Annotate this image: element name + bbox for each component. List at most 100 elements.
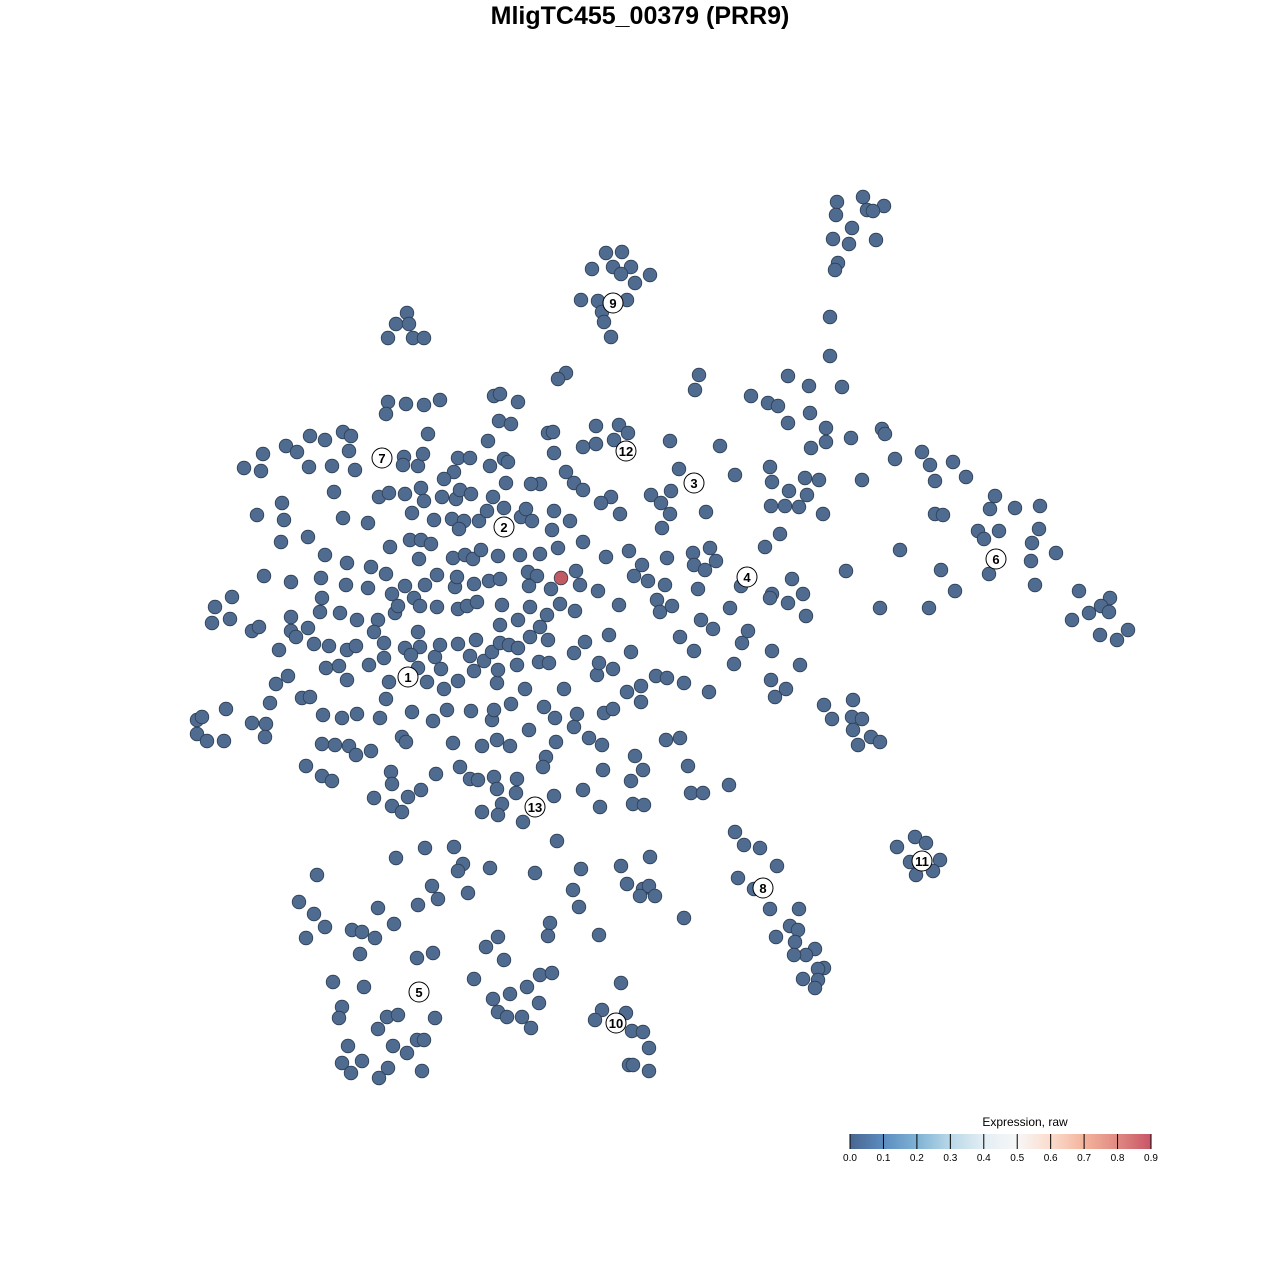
data-point [522, 629, 538, 645]
colorbar-tick-label: 0.0 [843, 1153, 857, 1164]
data-point [463, 486, 479, 502]
data-point [548, 734, 564, 750]
data-point [991, 523, 1007, 539]
data-point [478, 939, 494, 955]
cluster-label-8: 8 [752, 877, 774, 899]
data-point [380, 1060, 396, 1076]
cluster-label-4: 4 [736, 566, 758, 588]
data-point [620, 425, 636, 441]
data-point [517, 681, 533, 697]
data-point [450, 863, 466, 879]
data-point [659, 670, 675, 686]
data-point [575, 782, 591, 798]
data-point [545, 424, 561, 440]
cluster-label-text: 1 [404, 670, 411, 685]
data-point [479, 503, 495, 519]
cluster-label-13: 13 [524, 796, 546, 818]
data-point [664, 598, 680, 614]
data-point [945, 454, 961, 470]
data-point [784, 571, 800, 587]
data-point [573, 292, 589, 308]
data-point [611, 597, 627, 613]
data-point [300, 620, 316, 636]
data-point [492, 617, 508, 633]
data-point [828, 207, 844, 223]
data-point [976, 531, 992, 547]
data-point [701, 684, 717, 700]
data-point [643, 487, 659, 503]
data-point [541, 655, 557, 671]
data-point [352, 946, 368, 962]
data-point [640, 573, 656, 589]
data-point [371, 1070, 387, 1086]
data-point [567, 603, 583, 619]
data-point [395, 457, 411, 473]
data-point [510, 394, 526, 410]
data-point [499, 1009, 515, 1025]
data-point [623, 259, 639, 275]
data-point [850, 737, 866, 753]
data-point [642, 849, 658, 865]
data-point [887, 451, 903, 467]
chart-title: MligTC455_00379 (PRR9) [490, 2, 790, 30]
data-point [698, 504, 714, 520]
data-point [349, 612, 365, 628]
data-point [283, 609, 299, 625]
data-point [573, 861, 589, 877]
data-point [726, 656, 742, 672]
data-point [566, 645, 582, 661]
data-point [372, 710, 388, 726]
cluster-label-badge [683, 472, 705, 494]
data-point [489, 781, 505, 797]
data-point [340, 1038, 356, 1054]
data-point [921, 600, 937, 616]
data-point [795, 971, 811, 987]
data-point [605, 661, 621, 677]
data-point [872, 734, 888, 750]
data-point [868, 232, 884, 248]
data-point [764, 643, 780, 659]
data-point [592, 799, 608, 815]
data-point [410, 624, 426, 640]
data-point [623, 644, 639, 660]
data-point [496, 500, 512, 516]
data-point [740, 623, 756, 639]
data-point [496, 952, 512, 968]
cluster-label-text: 10 [609, 1016, 623, 1031]
data-point [490, 929, 506, 945]
data-point [378, 691, 394, 707]
data-point [1120, 622, 1136, 638]
data-point [1092, 627, 1108, 643]
cluster-label-text: 8 [759, 881, 766, 896]
data-point [370, 612, 386, 628]
data-point [654, 520, 670, 536]
data-point [685, 545, 701, 561]
data-point [397, 486, 413, 502]
data-point [1023, 553, 1039, 569]
data-point [757, 539, 773, 555]
data-point [471, 513, 487, 529]
data-point [410, 897, 426, 913]
data-point [527, 865, 543, 881]
data-point [590, 583, 606, 599]
data-point [386, 916, 402, 932]
data-point [598, 549, 614, 565]
data-point [816, 697, 832, 713]
cluster-label-text: 6 [992, 552, 999, 567]
data-point [914, 444, 930, 460]
data-point [378, 406, 394, 422]
data-point [492, 386, 508, 402]
data-point [727, 467, 743, 483]
data-point [404, 505, 420, 521]
data-point [343, 1065, 359, 1081]
data-point [540, 928, 556, 944]
data-point [827, 262, 843, 278]
data-point [605, 701, 621, 717]
data-point [621, 543, 637, 559]
data-point [947, 583, 963, 599]
data-point [982, 501, 998, 517]
data-point [486, 769, 502, 785]
data-point [274, 495, 290, 511]
data-point [591, 927, 607, 943]
data-point [797, 470, 813, 486]
